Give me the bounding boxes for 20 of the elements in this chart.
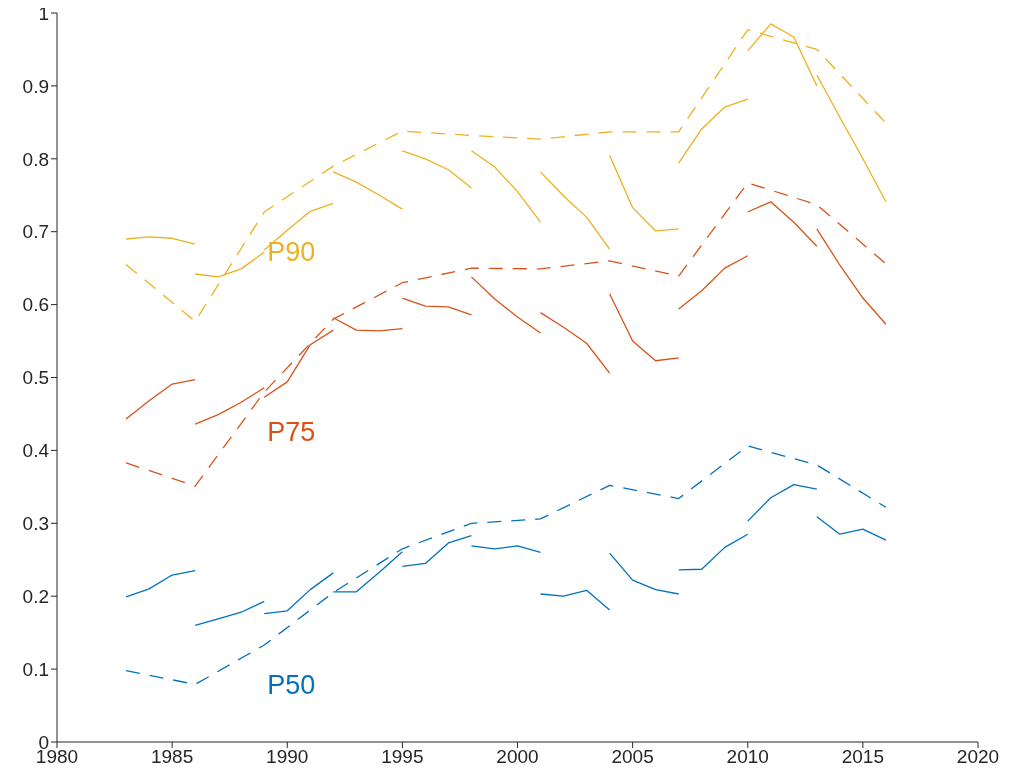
y-tick-label: 0.1 — [22, 658, 49, 680]
x-tick-label: 1990 — [266, 746, 309, 768]
y-tick-label: 0.7 — [22, 221, 49, 243]
x-tick-label: 2000 — [496, 746, 539, 768]
x-tick-label: 1985 — [150, 746, 194, 768]
x-tick-label: 1995 — [381, 746, 424, 768]
y-tick-label: 0.5 — [22, 367, 49, 389]
y-tick-label: 0.3 — [22, 513, 49, 535]
series-label: P50 — [267, 670, 316, 701]
y-tick-label: 0.4 — [22, 440, 50, 462]
series-label: P90 — [267, 237, 316, 268]
x-tick-label: 2015 — [841, 746, 885, 768]
y-tick-label: 0.8 — [22, 148, 49, 170]
x-tick-label: 2020 — [956, 746, 1000, 768]
y-tick-label: 0.6 — [22, 294, 49, 316]
x-tick-label: 2010 — [726, 746, 769, 768]
y-tick-label: 0.2 — [22, 585, 49, 607]
y-tick-label: 0.9 — [22, 75, 49, 97]
x-tick-label: 2005 — [611, 746, 654, 768]
series-label: P75 — [267, 417, 316, 448]
